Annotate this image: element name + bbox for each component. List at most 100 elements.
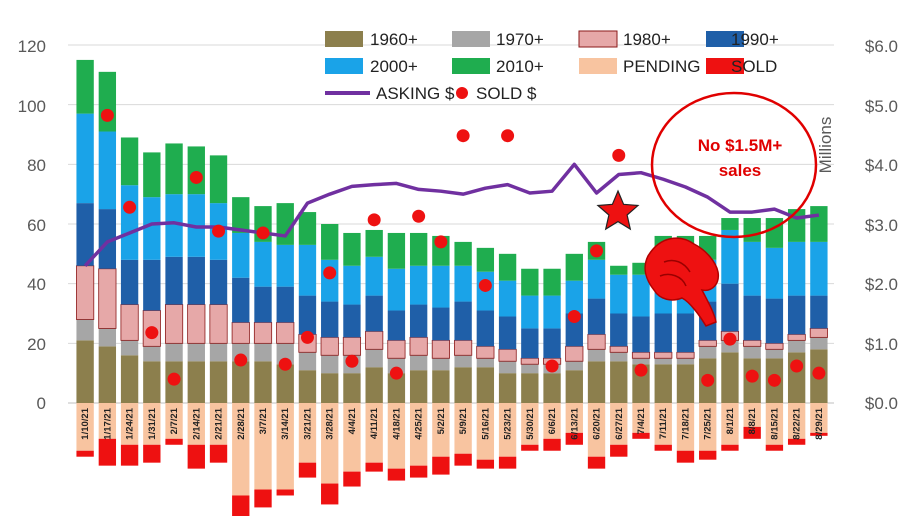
bar-1980-17 bbox=[454, 339, 473, 356]
bar-pending-10 bbox=[298, 403, 317, 463]
x-tick-26: 7/11/21 bbox=[658, 407, 669, 439]
x-tick-6: 2/21/21 bbox=[214, 407, 225, 439]
bar-pending-26 bbox=[654, 403, 672, 445]
bar-1980-20 bbox=[520, 357, 539, 365]
bar-2010-4 bbox=[165, 143, 183, 195]
bar-pending-30 bbox=[743, 403, 761, 427]
bar-pending-31 bbox=[765, 403, 784, 445]
bar-pending-24 bbox=[610, 403, 628, 445]
bar-pending-9 bbox=[276, 403, 294, 490]
legend-label-asking: ASKING $ bbox=[376, 84, 455, 103]
legend-swatch-sold-price bbox=[456, 87, 468, 99]
bar-1970-20 bbox=[521, 364, 539, 374]
bar-1990-18 bbox=[476, 310, 495, 347]
bar-2000-8 bbox=[254, 241, 272, 287]
bar-1970-29 bbox=[721, 340, 739, 353]
asking-price-layer bbox=[83, 162, 820, 267]
x-tick-21: 6/6/21 bbox=[547, 407, 558, 434]
sold-price-point-31 bbox=[767, 373, 781, 387]
legend-label-2000: 2000+ bbox=[370, 57, 418, 76]
sold-price-point-8 bbox=[256, 226, 270, 240]
bar-sold-0 bbox=[76, 450, 94, 457]
bar-1990-7 bbox=[232, 277, 250, 323]
y2-tick-5: $5.0 bbox=[865, 97, 898, 116]
bar-1970-0 bbox=[76, 319, 94, 341]
y-right-tick-labels: $6.0 $5.0 $4.0 $3.0 $2.0 $1.0 $0.0 bbox=[865, 37, 898, 413]
bar-1970-19 bbox=[498, 361, 517, 374]
bar-2000-22 bbox=[565, 280, 583, 314]
bar-2000-15 bbox=[409, 265, 428, 305]
bar-2010-21 bbox=[543, 268, 561, 296]
x-tick-12: 4/4/21 bbox=[347, 407, 358, 434]
legend-swatch-pending bbox=[579, 58, 617, 74]
bar-1990-3 bbox=[143, 259, 161, 311]
bar-2000-14 bbox=[387, 268, 406, 311]
sold-price-point-33 bbox=[812, 366, 826, 380]
legend-swatch-2000 bbox=[325, 58, 363, 74]
bar-1990-20 bbox=[521, 328, 539, 359]
bar-1960-9 bbox=[276, 364, 294, 403]
bar-1970-16 bbox=[432, 358, 450, 371]
sold-price-point-29 bbox=[723, 332, 737, 346]
sold-price-point-18 bbox=[478, 278, 492, 292]
bar-sold-20 bbox=[521, 444, 539, 451]
bar-pending-5 bbox=[187, 403, 205, 445]
annotation-line-1: No $1.5M+ bbox=[698, 136, 783, 155]
bar-1990-5 bbox=[187, 256, 205, 305]
x-tick-7: 2/28/21 bbox=[236, 407, 247, 439]
bar-2000-32 bbox=[787, 241, 806, 296]
sold-price-point-30 bbox=[745, 369, 759, 383]
bar-2010-25 bbox=[632, 262, 650, 275]
bar-pending-14 bbox=[387, 403, 406, 469]
sold-price-point-4 bbox=[167, 372, 181, 386]
bar-1990-30 bbox=[743, 295, 761, 341]
bar-pending-11 bbox=[321, 403, 339, 484]
sold-price-point-21 bbox=[545, 359, 559, 373]
bar-sold-27 bbox=[676, 450, 695, 463]
y-tick-0: 0 bbox=[37, 394, 46, 413]
legend-label-1980: 1980+ bbox=[623, 30, 671, 49]
y2-tick-0: $0.0 bbox=[865, 394, 898, 413]
bar-sold-13 bbox=[365, 462, 383, 472]
bar-sold-32 bbox=[787, 438, 806, 445]
bar-1960-23 bbox=[587, 361, 606, 403]
bar-1960-3 bbox=[143, 361, 161, 403]
bar-2000-10 bbox=[298, 244, 317, 296]
bar-1990-11 bbox=[321, 301, 339, 338]
bar-pending-16 bbox=[432, 403, 450, 457]
y2-tick-1: $1.0 bbox=[865, 335, 898, 354]
sold-price-point-2 bbox=[123, 200, 137, 214]
bar-sold-30 bbox=[743, 426, 761, 439]
bar-1980-4 bbox=[164, 304, 184, 344]
y-tick-40: 40 bbox=[27, 275, 46, 294]
x-tick-1: 1/17/21 bbox=[102, 407, 113, 439]
bar-1970-8 bbox=[254, 343, 272, 362]
bar-1970-6 bbox=[209, 343, 228, 362]
annotation-line-2: sales bbox=[719, 161, 762, 180]
legend-label-1990: 1990+ bbox=[731, 30, 779, 49]
sold-price-point-32 bbox=[790, 359, 804, 373]
bar-1960-0 bbox=[76, 340, 94, 403]
bar-1960-12 bbox=[343, 373, 361, 403]
bar-sold-11 bbox=[321, 483, 339, 505]
bar-1960-15 bbox=[409, 370, 428, 403]
bar-sold-2 bbox=[120, 444, 139, 466]
y-tick-60: 60 bbox=[27, 216, 46, 235]
bar-pending-1 bbox=[98, 403, 117, 439]
x-tick-22: 6/13/21 bbox=[569, 407, 580, 439]
bar-2010-3 bbox=[143, 152, 161, 198]
bar-1980-30 bbox=[743, 339, 762, 347]
bar-2010-19 bbox=[498, 253, 517, 281]
bar-1990-1 bbox=[98, 209, 117, 269]
bar-2000-33 bbox=[810, 241, 828, 296]
bar-1960-18 bbox=[476, 367, 495, 403]
bar-pending-6 bbox=[209, 403, 228, 445]
bar-1960-29 bbox=[721, 352, 739, 403]
bar-2000-21 bbox=[543, 295, 561, 329]
bar-1980-31 bbox=[765, 342, 784, 350]
bar-1970-18 bbox=[476, 358, 495, 368]
x-tick-0: 1/10/21 bbox=[80, 407, 91, 439]
bar-1980-32 bbox=[787, 333, 806, 341]
x-tick-17: 5/9/21 bbox=[458, 407, 469, 434]
bar-2010-30 bbox=[743, 218, 761, 242]
